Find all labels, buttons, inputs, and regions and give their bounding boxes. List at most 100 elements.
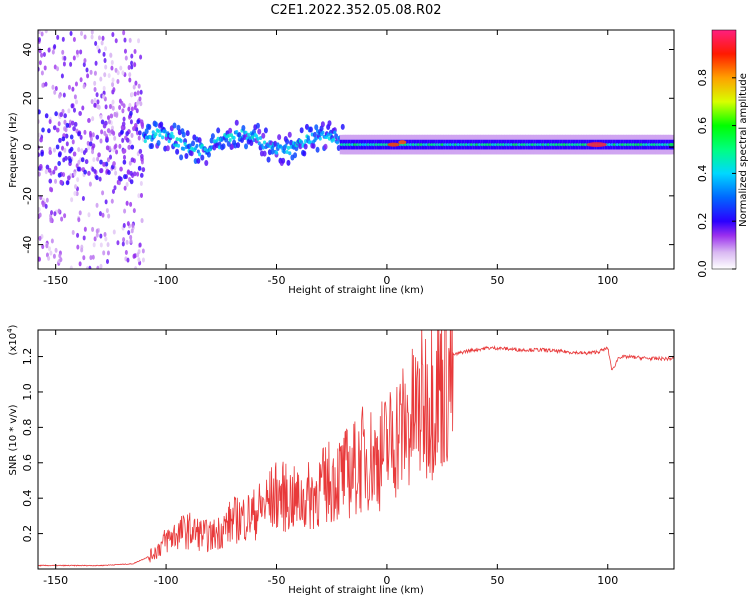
spectrogram-cell (47, 128, 51, 134)
spectrogram-cell (87, 212, 91, 218)
spectrogram-cell (76, 244, 80, 250)
spectrogram-cell (97, 104, 101, 110)
spectrogram-cell (56, 34, 60, 40)
spectrogram-cell (55, 144, 60, 150)
spectrogram-cell (327, 120, 332, 127)
spectrogram-cell (130, 132, 134, 138)
spectrogram-cell (87, 117, 91, 123)
spectrogram-cell (99, 233, 103, 239)
spectrogram-cell (75, 99, 79, 105)
spectrogram-cell (88, 265, 92, 269)
snr-y-tick-label: 0.8 (21, 419, 34, 437)
spectrogram-cell (140, 218, 144, 224)
spectrogram-cell (306, 135, 310, 140)
spectrogram-cell (70, 103, 74, 109)
spectrogram-cell (110, 59, 114, 65)
spectrogram-cell (48, 178, 53, 184)
spectrogram-cell (140, 153, 144, 159)
spectrogram-cell (65, 141, 69, 147)
spectrogram-cell (249, 139, 254, 146)
spectrogram-cell (125, 200, 129, 206)
spectrogram-cell (111, 89, 115, 95)
spectrogram-cell (134, 80, 138, 86)
spectrogram-cell (74, 81, 78, 87)
spectrogram-cell (331, 137, 336, 142)
spectrogram-cell (104, 64, 108, 70)
spectrogram-cell (195, 143, 199, 148)
spectrogram-cell (175, 137, 179, 142)
spectrogram-cell (104, 46, 108, 52)
spectrogram-cell (135, 108, 139, 114)
spectrogram-cell (323, 143, 328, 150)
spectrogram-cell (107, 169, 111, 175)
spectrogram-cell (130, 60, 134, 66)
spectrogram-cell (70, 197, 74, 203)
spectrogram-cell (286, 145, 291, 150)
spectrogram-cell (88, 130, 92, 136)
spectrogram-cell (68, 158, 73, 164)
spectrogram-cell (127, 144, 132, 150)
spectrogram-cell (111, 188, 115, 194)
spectrogram-cell (139, 172, 144, 178)
spectrogram-cell (73, 121, 78, 127)
spectrogram-cell (138, 130, 142, 136)
spectrogram-cell (99, 263, 103, 269)
spectrogram-cell (262, 150, 267, 157)
spectrogram-cell (49, 250, 53, 256)
spectrogram-cell (61, 36, 65, 42)
spectrogram-cell (110, 65, 114, 71)
spectrogram-cell (120, 129, 124, 135)
snr-y-tick-label: 1.2 (21, 348, 34, 366)
spectrogram-cell (274, 150, 279, 155)
spectrogram-cell (51, 49, 55, 55)
spectrogram-cell (132, 171, 137, 177)
spectrogram-cell (154, 132, 158, 137)
spectrogram-cell (126, 169, 131, 175)
spectrogram-cell (123, 37, 127, 43)
spectrogram-cell (293, 152, 298, 159)
spectrogram-cell (95, 175, 99, 181)
snr-x-tick-label: -150 (43, 574, 68, 587)
spectrogram-cell (133, 91, 137, 97)
spectrogram-cell (62, 92, 66, 98)
spectrogram-cell (103, 232, 107, 238)
spectrogram-cell (38, 171, 41, 177)
spectrogram-x-label: Height of straight line (km) (288, 285, 424, 296)
spectrogram-cell (95, 228, 99, 234)
spectrogram-cell (96, 156, 100, 162)
spectrogram-cell (234, 119, 239, 126)
spectrogram-cell (121, 121, 126, 127)
spectrogram-cell (72, 151, 77, 157)
spectrogram-cell (139, 180, 143, 186)
spectrogram-cell (273, 140, 278, 147)
spectrogram-cell (104, 236, 108, 242)
spectrogram-cell (40, 151, 44, 157)
spectrogram-cell (122, 116, 126, 122)
spectrogram-cell (60, 216, 64, 222)
spectrogram-cell (131, 222, 135, 228)
spectrogram-cell (89, 69, 93, 75)
spectrogram-cell (38, 256, 42, 262)
spectrogram-cell (302, 150, 307, 157)
spectrogram-cell (122, 223, 126, 229)
spectrogram-cell (84, 147, 88, 153)
spectrogram-cell (111, 82, 115, 88)
spectrogram-cell (123, 208, 127, 214)
spectrogram-cell (200, 154, 205, 161)
spectrogram-cell (257, 128, 262, 135)
spectrogram-cell (48, 119, 52, 125)
spectrogram-cell (129, 179, 134, 185)
spectrogram-cell (287, 131, 292, 138)
spectrogram-cell (82, 235, 86, 241)
spectrogram-cell (85, 266, 89, 269)
spectrogram-cell (95, 232, 99, 238)
spectrogram-cell (54, 178, 58, 184)
spectrogram-cell (93, 168, 97, 174)
spectrogram-cell (52, 125, 57, 131)
spectrogram-cell (59, 257, 63, 263)
colorbar-tick-label: 0.4 (696, 165, 709, 183)
spectrogram-cell (63, 119, 67, 125)
spectrogram-cell (44, 30, 48, 34)
spectrogram-cell (176, 143, 181, 148)
spectrogram-x-tick-label: 50 (490, 274, 504, 287)
